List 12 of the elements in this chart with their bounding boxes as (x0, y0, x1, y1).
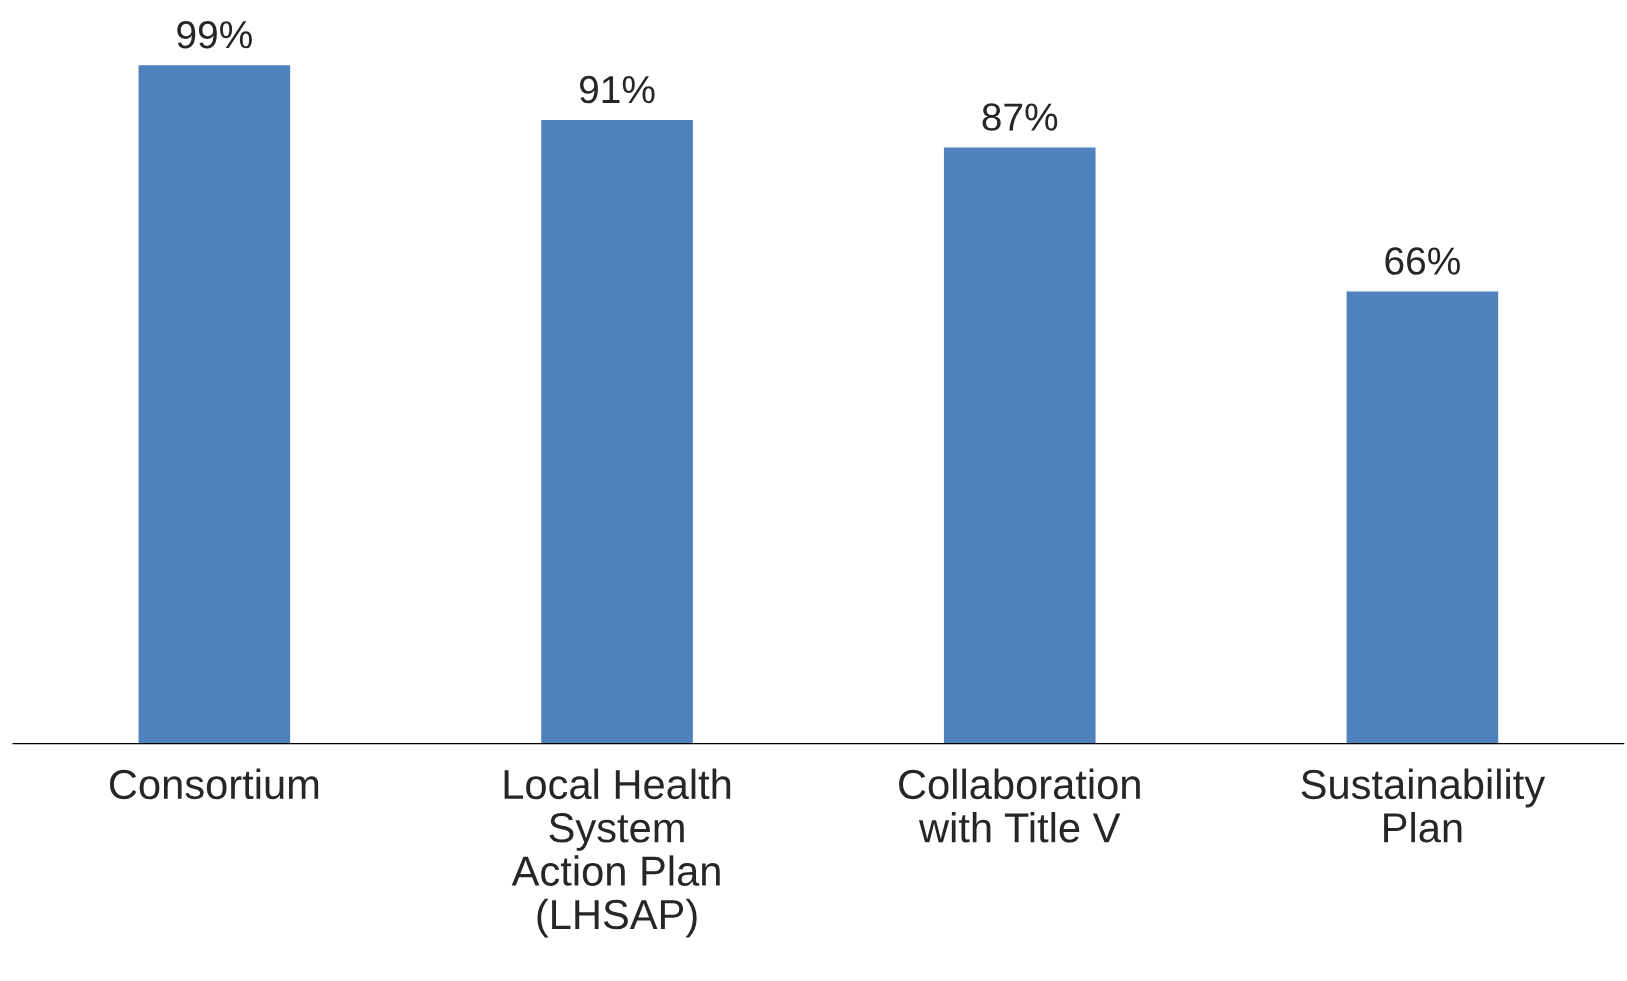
data-label: 99% (177, 20, 252, 49)
x-tick-label: Consortium (109, 768, 319, 800)
bar (942, 146, 1097, 744)
data-label: 91% (579, 75, 655, 104)
data-label: 87% (982, 103, 1058, 131)
bar (137, 63, 292, 744)
x-tick-label: Local Health System Action Plan (LHSAP) (504, 768, 731, 938)
bar (539, 118, 695, 744)
x-tick-label: Collaboration with Title V (899, 768, 1140, 843)
data-label: 66% (1385, 247, 1460, 275)
bar (1345, 290, 1500, 744)
x-tick-label: Sustainability Plan (1301, 768, 1546, 843)
